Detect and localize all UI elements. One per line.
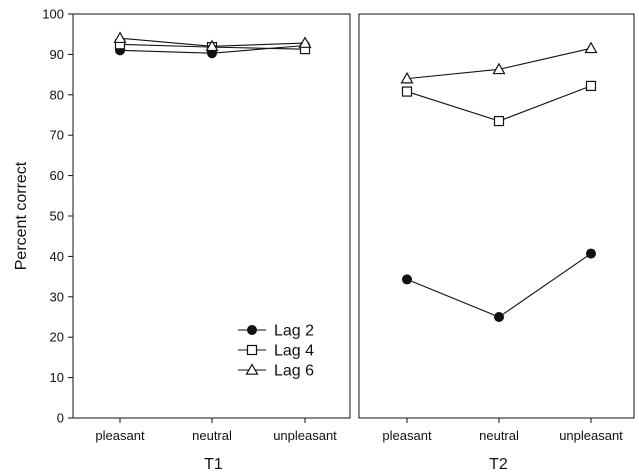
panel-t2: pleasant neutral unpleasant T2	[358, 13, 635, 473]
data-point-lag-6	[584, 41, 598, 54]
legend-item-lag-6: Lag 6	[238, 363, 314, 380]
plot-frame	[358, 13, 635, 419]
x-tick-label-neutral: neutral	[479, 428, 519, 443]
y-tick-label: 100	[42, 7, 64, 22]
legend-item-lag-2: Lag 2	[238, 323, 314, 340]
y-axis-label: Percent correct	[13, 161, 30, 270]
x-tick-label-neutral: neutral	[192, 428, 232, 443]
x-tick-label-pleasant: pleasant	[382, 428, 432, 443]
panel-label: T1	[204, 456, 223, 473]
series-line-lag-4	[406, 85, 592, 122]
data-point-lag-6	[113, 31, 127, 44]
y-tick-label: 30	[50, 289, 64, 304]
data-point-lag-4	[493, 115, 505, 127]
y-tick-label: 90	[50, 47, 64, 62]
series-lag-6	[400, 41, 598, 84]
data-point-lag-2	[402, 274, 412, 285]
x-tick-label-pleasant: pleasant	[95, 428, 145, 443]
data-point-lag-6	[205, 39, 219, 52]
series-lag-4	[401, 80, 597, 127]
legend-label: Lag 2	[274, 323, 314, 340]
y-tick-label: 70	[50, 128, 64, 143]
y-tick-label: 10	[50, 370, 64, 385]
legend-marker	[246, 344, 258, 356]
legend-label: Lag 6	[274, 363, 314, 380]
x-tick-label-unpleasant: unpleasant	[273, 428, 337, 443]
y-tick-label: 20	[50, 330, 64, 345]
y-tick-label: 60	[50, 168, 64, 183]
data-point-lag-2	[586, 248, 596, 259]
panel-label: T2	[489, 456, 508, 473]
legend-label: Lag 4	[274, 343, 314, 360]
panel-t1: 0 10 20 30 40 50 60 70 80 90 100 pleasant neutral unp…	[42, 7, 351, 473]
data-point-lag-2	[494, 312, 504, 322]
data-point-lag-4	[401, 86, 413, 97]
legend-marker	[245, 363, 259, 375]
data-point-lag-6	[492, 62, 506, 75]
legend: Lag 2 Lag 4 Lag 6	[238, 323, 314, 380]
x-tick-label-unpleasant: unpleasant	[559, 428, 623, 443]
data-point-lag-6	[400, 71, 414, 84]
data-point-lag-4	[585, 80, 597, 92]
y-tick-label: 40	[50, 249, 64, 264]
y-tick-label: 0	[57, 411, 64, 426]
legend-item-lag-4: Lag 4	[238, 343, 314, 360]
series-lag-6	[113, 31, 312, 52]
data-point-lag-6	[298, 36, 312, 48]
y-tick-label: 50	[50, 209, 64, 224]
legend-marker	[247, 325, 257, 335]
series-line-lag-2	[406, 253, 592, 318]
series-lag-2	[402, 248, 596, 322]
y-tick-label: 80	[50, 87, 64, 102]
